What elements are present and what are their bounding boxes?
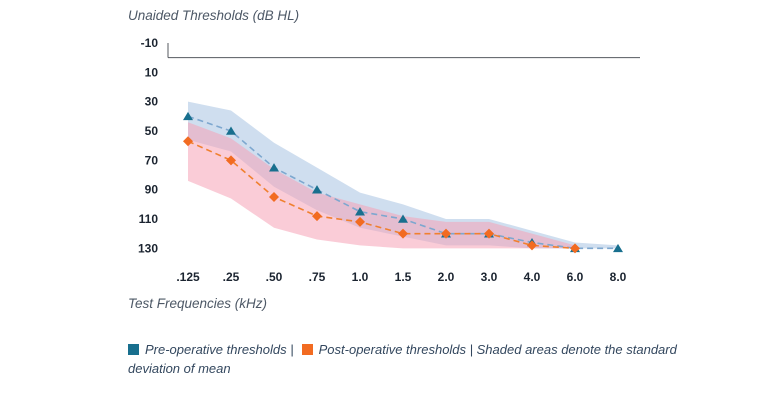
post-operative-marker [183, 136, 193, 147]
y-tick-label: 130 [138, 241, 158, 255]
post-operative-marker [441, 228, 451, 239]
pre-operative-marker [226, 126, 236, 135]
post-operative-marker [355, 216, 365, 227]
x-tick-label: 6.0 [567, 270, 584, 284]
x-tick-label: 1.0 [352, 270, 369, 284]
x-tick-label: .50 [266, 270, 283, 284]
post-operative-line [187, 140, 576, 250]
post-operative-marker [398, 228, 408, 239]
pre-operative-marker [269, 163, 279, 172]
chart-title: Unaided Thresholds (dB HL) [128, 8, 300, 23]
y-tick-label: 50 [145, 124, 159, 138]
post-operative-legend-swatch [301, 344, 313, 355]
x-tick-label: .125 [176, 270, 200, 284]
x-tick-label: 1.5 [395, 270, 412, 284]
post-operative-marker [484, 228, 494, 239]
y-tick-label: 110 [139, 212, 159, 226]
y-tick-label: -10 [141, 36, 159, 50]
y-tick-label: 30 [145, 95, 159, 109]
post-operative-sd-band [188, 122, 575, 249]
pre-operative-marker [183, 111, 193, 121]
x-axis-label: Test Frequencies (kHz) [128, 296, 268, 311]
chart-legend: Pre-operative thresholds | Post-operative… [128, 341, 688, 379]
post-operative-marker [269, 192, 279, 202]
x-tick-label: 3.0 [481, 270, 498, 284]
y-tick-label: 10 [145, 65, 159, 79]
audiogram-chart-container: Unaided Thresholds (dB HL) -10 10 30 50 70 90… [128, 8, 688, 379]
x-tick-label: .25 [223, 270, 240, 284]
post-operative-marker [226, 155, 236, 166]
pre-operative-legend-swatch [128, 344, 139, 355]
post-operative-marker [527, 240, 537, 251]
x-tick-label: 4.0 [524, 270, 541, 284]
pre-operative-marker [355, 207, 365, 216]
pre-operative-marker [613, 243, 623, 253]
pre-operative-marker [398, 214, 408, 223]
y-tick-label: 90 [145, 183, 159, 197]
x-tick-label: 2.0 [438, 270, 455, 284]
x-tick-label: 8.0 [610, 270, 627, 284]
pre-operative-marker [312, 185, 322, 194]
y-tick-label: 70 [145, 153, 159, 167]
audiogram-chart: -10 10 30 50 70 90 110 130 .125 .25 .50 .75 1.0 1.5 2.… [138, 36, 640, 284]
pre-operative-legend-label: Pre-operative thresholds | [145, 342, 294, 357]
post-operative-legend-label: Post-operative thresholds | Shaded areas… [128, 342, 677, 376]
x-tick-label: .75 [309, 270, 326, 284]
post-operative-marker [570, 243, 580, 254]
post-operative-marker [312, 211, 322, 222]
